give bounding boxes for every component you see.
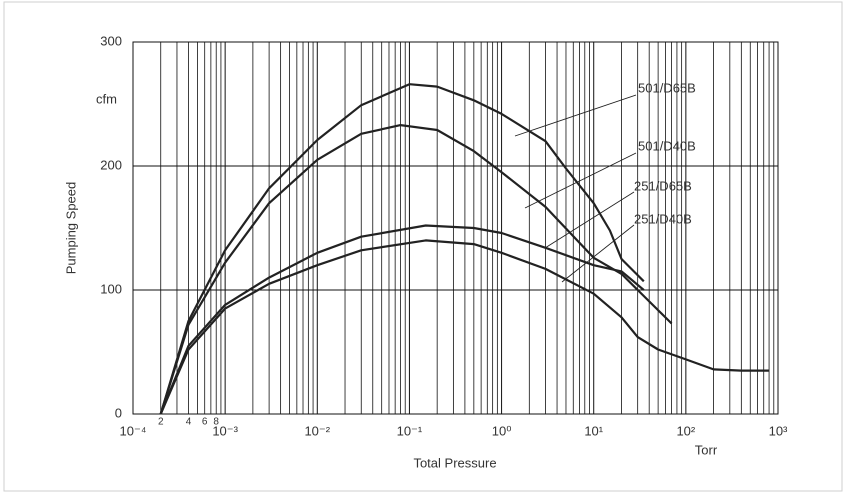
- x-unit: Torr: [695, 442, 718, 457]
- x-tick-label: 10⁰: [492, 423, 512, 438]
- y-tick-label: 300: [100, 33, 122, 48]
- plot-frame: [132, 41, 779, 415]
- series-label: 251/D40B: [634, 211, 692, 226]
- x-tick-label: 10³: [769, 423, 788, 438]
- minor-x-tick-label: 4: [186, 417, 192, 428]
- x-tick-label: 10²: [676, 423, 695, 438]
- series-line: [159, 83, 645, 415]
- y-tick-label: 0: [115, 405, 122, 420]
- x-axis-label: Total Pressure: [413, 455, 496, 470]
- y-axis-label: Pumping Speed: [63, 182, 78, 275]
- minor-x-tick-label: 2: [158, 417, 164, 428]
- series-line: [159, 239, 770, 415]
- y-unit: cfm: [96, 91, 117, 106]
- x-tick-label: 10⁻¹: [397, 423, 423, 438]
- leader-line: [544, 191, 635, 249]
- y-tick-label: 200: [100, 157, 122, 172]
- x-tick-label: 10⁻²: [304, 423, 330, 438]
- series-label: 501/D65B: [638, 80, 696, 95]
- leader-line: [514, 94, 637, 137]
- x-tick-label: 10⁻³: [212, 423, 238, 438]
- series-line: [159, 124, 673, 415]
- y-tick-label: 100: [100, 281, 122, 296]
- series-label: 251/D65B: [634, 178, 692, 193]
- x-tick-label: 10¹: [584, 423, 603, 438]
- x-tick-label: 10⁻⁴: [120, 423, 147, 438]
- minor-x-tick-label: 6: [202, 417, 208, 428]
- leader-line: [524, 152, 637, 209]
- series-line: [159, 224, 645, 415]
- frame: [3, 1, 843, 492]
- leader-line: [561, 224, 635, 283]
- series-label: 501/D40B: [638, 138, 696, 153]
- minor-x-tick-label: 8: [213, 417, 219, 428]
